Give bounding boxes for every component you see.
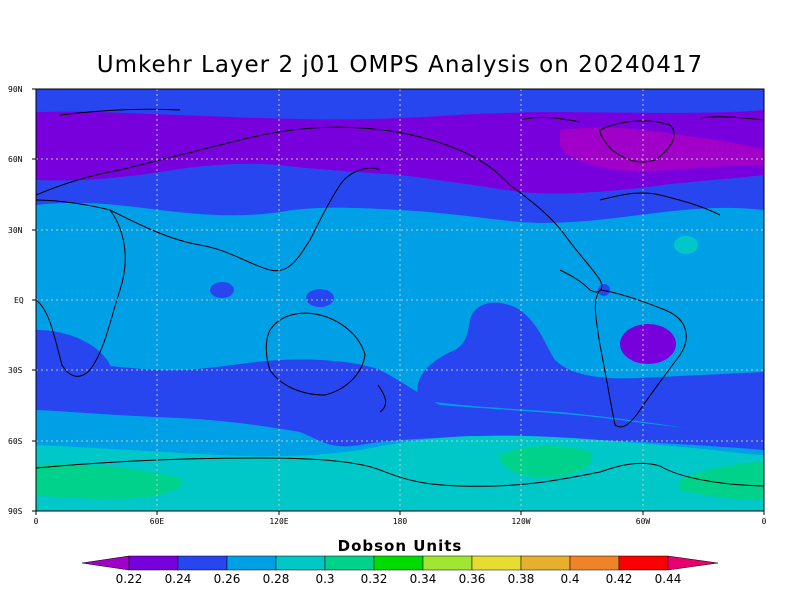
colorbar-label: 0.22	[116, 572, 143, 586]
contour-indian-ocean	[36, 330, 111, 409]
x-tick-label-60w: 60W	[636, 517, 651, 526]
chart-title: Umkehr Layer 2 j01 OMPS Analysis on 2024…	[96, 52, 704, 78]
contour-green-patch-2	[500, 445, 593, 478]
x-tick-label-0-right: 0	[762, 517, 767, 526]
y-tick-90s: 90S	[8, 507, 36, 516]
contour-south-america-core	[620, 324, 676, 364]
contour-green-patch-1	[36, 464, 183, 499]
colorbar-swatch-min	[81, 555, 130, 571]
colorbar-label: 0.24	[165, 572, 192, 586]
colorbar-label: 0.26	[214, 572, 241, 586]
coast-north-america	[509, 184, 721, 293]
colorbar-label: 0.28	[263, 572, 290, 586]
colorbar-swatch-9	[520, 555, 571, 571]
y-tick-label-30n: 30N	[8, 226, 23, 235]
colorbar-swatch-11	[618, 555, 669, 571]
colorbar-label: 0.42	[606, 572, 633, 586]
y-tick-30s: 30S	[8, 366, 36, 375]
contour-arctic-cap	[36, 89, 764, 117]
colorbar-swatch-5	[324, 555, 375, 571]
x-tick-120w: 120W	[511, 511, 531, 526]
y-tick-eq: EQ	[14, 296, 36, 305]
colorbar-labels: 0.22 0.24 0.26 0.28 0.3 0.32 0.34 0.36 0.38 0.4 0.…	[116, 572, 682, 586]
x-tick-180: 180	[393, 511, 408, 526]
colorbar-label: 0.36	[459, 572, 486, 586]
y-tick-90n: 90N	[8, 85, 36, 94]
y-tick-label-eq: EQ	[14, 296, 24, 305]
colorbar-swatch-max	[667, 555, 719, 571]
x-tick-60e: 60E	[150, 511, 165, 526]
y-tick-label-60n: 60N	[8, 155, 23, 164]
colorbar-swatch-2	[177, 555, 228, 571]
contour-south-pacific	[417, 302, 764, 440]
x-tick-label-120w: 120W	[511, 517, 530, 526]
colorbar-swatch-8	[471, 555, 522, 571]
colorbar-label: 0.3	[315, 572, 334, 586]
colorbar-swatches	[81, 555, 719, 571]
y-tick-label-90n: 90N	[8, 85, 23, 94]
colorbar-label: 0.44	[655, 572, 682, 586]
coast-greenland	[599, 120, 675, 163]
x-tick-120e: 120E	[269, 511, 289, 526]
y-tick-60n: 60N	[8, 155, 36, 164]
colorbar-label: 0.4	[560, 572, 579, 586]
x-tick-label-180: 180	[393, 517, 408, 526]
x-tick-0-right: 0	[762, 511, 767, 526]
contour-green-patch-3	[680, 462, 764, 500]
x-tick-label-60e: 60E	[150, 517, 165, 526]
x-tick-label-120e: 120E	[269, 517, 288, 526]
colorbar-swatch-10	[569, 555, 620, 571]
colorbar-label: 0.32	[361, 572, 388, 586]
coast-asia-south	[109, 167, 381, 272]
coast-africa	[36, 199, 126, 377]
contour-equator-blob-2	[306, 289, 334, 307]
colorbar-swatch-7	[422, 555, 473, 571]
colorbar-swatch-4	[275, 555, 326, 571]
colorbar-label: 0.34	[410, 572, 437, 586]
x-axis: 0 60E 120E 180 120W 60W 0	[34, 511, 767, 526]
contour-equator-blob-1	[210, 282, 234, 298]
coast-antarctica	[36, 457, 764, 487]
x-tick-label-0-left: 0	[34, 517, 39, 526]
coast-south-america	[594, 289, 687, 428]
colorbar-swatch-6	[373, 555, 424, 571]
contour-equator-blob-3	[598, 284, 610, 296]
contour-teal-blob	[674, 236, 698, 254]
y-tick-30n: 30N	[8, 226, 36, 235]
contour-polar-core	[560, 127, 764, 172]
x-tick-0-left: 0	[34, 511, 39, 526]
x-tick-60w: 60W	[636, 511, 651, 526]
y-tick-label-90s: 90S	[8, 507, 23, 516]
coast-arctic	[59, 108, 764, 123]
y-tick-60s: 60S	[8, 437, 36, 446]
y-axis: 90N 60N 30N EQ 30S 60S 90S	[8, 85, 36, 516]
colorbar-swatch-3	[226, 555, 277, 571]
gridlines	[36, 89, 764, 511]
coast-australia	[265, 312, 366, 396]
y-tick-label-30s: 30S	[8, 366, 23, 375]
y-tick-label-60s: 60S	[8, 437, 23, 446]
colorbar-title: Dobson Units	[337, 537, 463, 555]
colorbar-label: 0.38	[508, 572, 535, 586]
coastlines	[36, 108, 764, 487]
colorbar-swatch-1	[128, 555, 179, 571]
coast-new-zealand	[377, 384, 387, 413]
coast-europe-asia	[36, 126, 511, 196]
